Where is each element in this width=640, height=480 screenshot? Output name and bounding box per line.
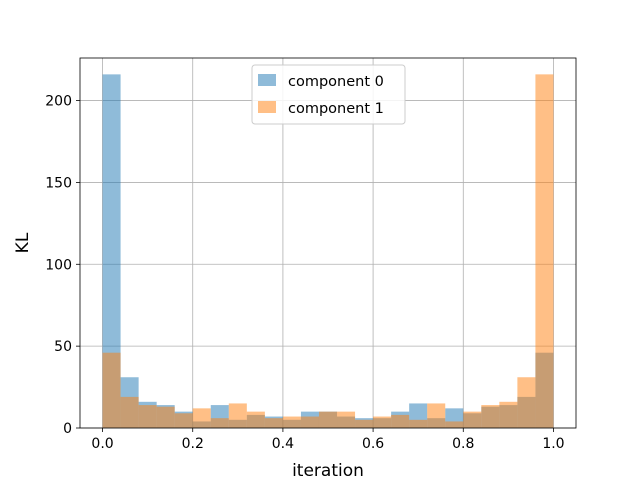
x-tick-label: 0.0 (91, 436, 113, 452)
legend-label-component-0: component 0 (288, 74, 384, 90)
x-tick-label: 0.2 (182, 436, 204, 452)
x-tick-label: 0.8 (452, 436, 474, 452)
y-tick-label: 200 (45, 94, 72, 110)
bar-series-1 (391, 414, 410, 428)
bar-series-0 (102, 74, 121, 429)
axis-ticks: 0.0 0.2 0.4 0.6 0.8 1.0 0 50 100 150 200 (45, 94, 564, 452)
bar-series-1 (174, 413, 193, 428)
bar-series-1 (517, 377, 536, 428)
bar-series-1 (427, 403, 446, 428)
bar-series-1 (282, 416, 301, 428)
bar-series-1 (535, 74, 554, 429)
legend-swatch-component-0 (258, 74, 276, 86)
bar-series-1 (409, 419, 428, 428)
y-tick-label: 100 (45, 257, 72, 273)
y-tick-label: 150 (45, 175, 72, 191)
x-tick-label: 0.4 (272, 436, 294, 452)
bar-series-1 (373, 416, 392, 428)
y-axis-title: KL (13, 232, 33, 253)
histogram-bars (102, 74, 554, 429)
bar-series-1 (337, 411, 356, 428)
bar-series-1 (156, 406, 175, 428)
y-tick-label: 50 (54, 339, 72, 355)
plot-frame (79, 57, 577, 429)
bar-series-1 (318, 411, 338, 428)
x-tick-label: 0.6 (362, 436, 384, 452)
bar-series-1 (246, 411, 265, 428)
legend-label-component-1: component 1 (288, 101, 384, 117)
bar-series-1 (300, 416, 319, 428)
bar-series-1 (192, 408, 211, 428)
bar-series-1 (264, 418, 283, 428)
bar-series-1 (499, 401, 518, 428)
x-tick-label: 1.0 (542, 436, 564, 452)
legend-box (251, 64, 406, 125)
bar-series-1 (120, 396, 139, 428)
y-tick-label: 0 (63, 421, 72, 437)
legend-swatch-component-1 (258, 101, 276, 113)
bar-series-1 (102, 352, 121, 428)
legend: component 0 component 1 (251, 64, 406, 125)
bar-series-1 (210, 418, 229, 428)
bar-series-1 (228, 403, 247, 428)
bar-series-1 (481, 405, 500, 428)
x-axis-title: iteration (292, 461, 364, 480)
bar-series-1 (355, 419, 374, 428)
bar-series-1 (463, 411, 482, 428)
bar-series-1 (445, 421, 464, 428)
bar-series-1 (138, 405, 157, 428)
